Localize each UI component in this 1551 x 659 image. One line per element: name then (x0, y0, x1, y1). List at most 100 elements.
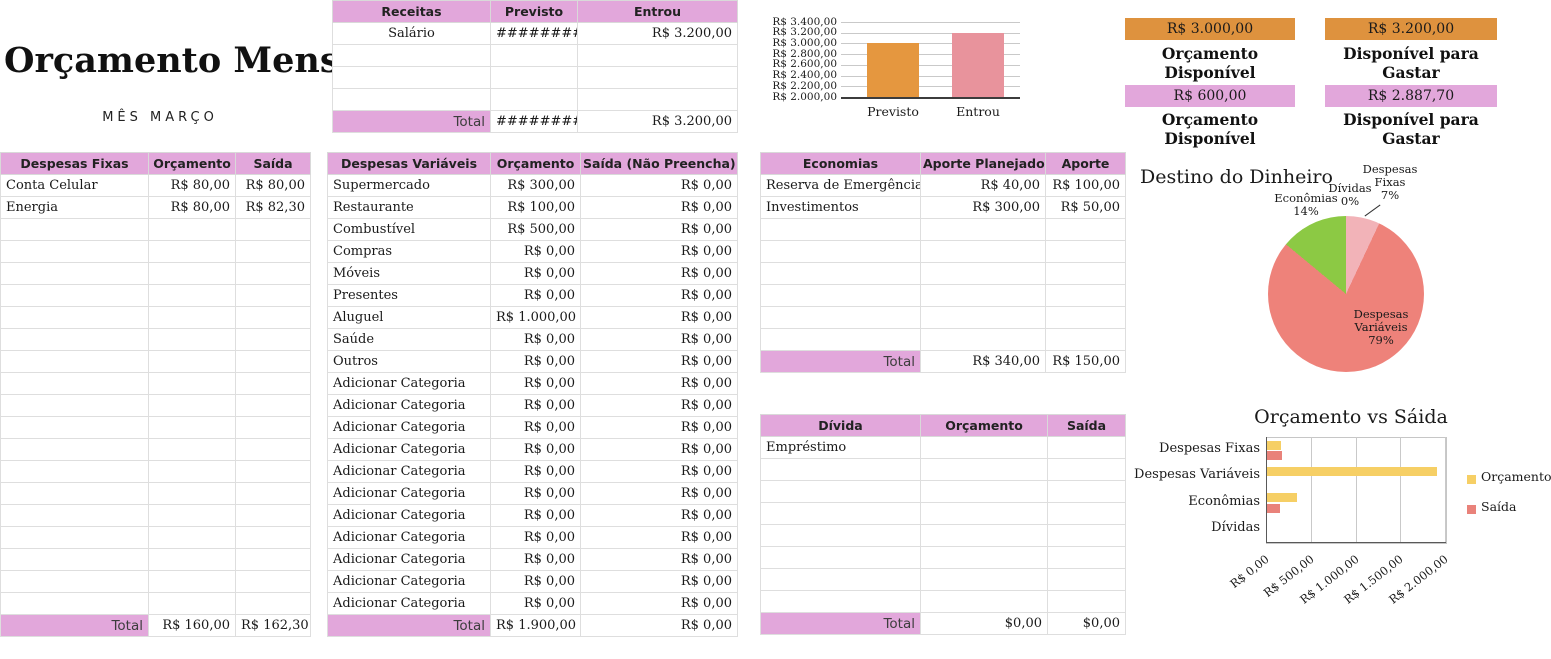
table-cell[interactable]: R$ 0,00 (490, 592, 581, 615)
table-cell[interactable] (1047, 568, 1126, 591)
receitas-table[interactable]: ReceitasPrevistoEntrouSalário#########R$… (332, 0, 738, 133)
table-cell[interactable] (0, 570, 149, 593)
total-cell[interactable]: R$ 160,00 (148, 614, 236, 637)
table-cell[interactable] (148, 504, 236, 527)
table-cell[interactable]: R$ 0,00 (580, 460, 738, 483)
total-label[interactable]: Total (0, 614, 149, 637)
table-cell[interactable]: R$ 0,00 (490, 394, 581, 417)
table-cell[interactable] (760, 502, 921, 525)
table-cell[interactable]: R$ 0,00 (580, 174, 738, 197)
column-header[interactable]: Aporte (1045, 152, 1126, 175)
column-header[interactable]: Receitas (332, 0, 491, 23)
table-cell[interactable]: Reserva de Emergência (760, 174, 921, 197)
table-cell[interactable]: R$ 300,00 (490, 174, 581, 197)
destino-dinheiro-pie-chart[interactable]: Destino do Dinheiro Despesas Fixas 7% Despe… (1130, 160, 1551, 400)
table-cell[interactable] (920, 480, 1048, 503)
table-cell[interactable] (920, 218, 1046, 241)
table-cell[interactable]: Adicionar Categoria (327, 416, 491, 439)
table-cell[interactable]: R$ 80,00 (235, 174, 311, 197)
table-cell[interactable] (760, 480, 921, 503)
table-cell[interactable]: R$ 500,00 (490, 218, 581, 241)
column-header[interactable]: Saída (1047, 414, 1126, 437)
table-cell[interactable] (148, 350, 236, 373)
table-cell[interactable] (235, 328, 311, 351)
table-cell[interactable] (0, 592, 149, 615)
table-cell[interactable]: Energia (0, 196, 149, 219)
table-cell[interactable] (920, 590, 1048, 613)
total-label[interactable]: Total (760, 350, 921, 373)
table-cell[interactable]: Adicionar Categoria (327, 394, 491, 417)
table-cell[interactable] (235, 460, 311, 483)
table-cell[interactable] (760, 524, 921, 547)
table-cell[interactable] (0, 526, 149, 549)
table-cell[interactable] (0, 328, 149, 351)
table-cell[interactable] (148, 372, 236, 395)
column-header[interactable]: Economias (760, 152, 921, 175)
table-cell[interactable]: R$ 3.200,00 (577, 22, 738, 45)
column-header[interactable]: Despesas Variáveis (327, 152, 491, 175)
table-cell[interactable] (920, 328, 1046, 351)
table-cell[interactable] (235, 416, 311, 439)
table-cell[interactable] (1045, 262, 1126, 285)
table-cell[interactable] (1047, 436, 1126, 459)
kpi-orcamento-disponivel-value[interactable]: R$ 3.000,00 (1125, 18, 1295, 40)
total-cell[interactable]: ######### (490, 110, 578, 133)
table-cell[interactable] (760, 306, 921, 329)
table-cell[interactable] (148, 240, 236, 263)
total-cell[interactable]: $0,00 (1047, 612, 1126, 635)
table-cell[interactable]: R$ 0,00 (580, 394, 738, 417)
table-cell[interactable]: R$ 0,00 (580, 504, 738, 527)
table-cell[interactable] (1047, 458, 1126, 481)
table-cell[interactable] (920, 502, 1048, 525)
table-cell[interactable]: R$ 0,00 (580, 196, 738, 219)
table-cell[interactable] (235, 548, 311, 571)
table-cell[interactable] (760, 546, 921, 569)
table-cell[interactable]: Aluguel (327, 306, 491, 329)
table-cell[interactable] (148, 438, 236, 461)
table-cell[interactable]: R$ 0,00 (490, 526, 581, 549)
table-cell[interactable]: Adicionar Categoria (327, 548, 491, 571)
table-cell[interactable] (148, 218, 236, 241)
table-cell[interactable] (148, 570, 236, 593)
table-cell[interactable]: R$ 0,00 (490, 570, 581, 593)
table-cell[interactable]: Adicionar Categoria (327, 482, 491, 505)
table-cell[interactable] (0, 416, 149, 439)
column-header[interactable]: Entrou (577, 0, 738, 23)
table-cell[interactable]: R$ 0,00 (580, 350, 738, 373)
table-cell[interactable]: R$ 1.000,00 (490, 306, 581, 329)
table-cell[interactable] (148, 526, 236, 549)
table-cell[interactable]: R$ 100,00 (1045, 174, 1126, 197)
table-cell[interactable] (577, 44, 738, 67)
column-header[interactable]: Orçamento (920, 414, 1048, 437)
column-header[interactable]: Previsto (490, 0, 578, 23)
table-cell[interactable]: Investimentos (760, 196, 921, 219)
table-cell[interactable] (577, 66, 738, 89)
table-cell[interactable]: Supermercado (327, 174, 491, 197)
table-cell[interactable] (235, 262, 311, 285)
table-cell[interactable]: Conta Celular (0, 174, 149, 197)
table-cell[interactable] (235, 218, 311, 241)
table-cell[interactable] (235, 284, 311, 307)
table-cell[interactable] (0, 262, 149, 285)
table-cell[interactable]: R$ 0,00 (580, 416, 738, 439)
table-cell[interactable]: R$ 0,00 (490, 372, 581, 395)
table-cell[interactable]: R$ 0,00 (490, 240, 581, 263)
table-cell[interactable] (760, 458, 921, 481)
table-cell[interactable] (920, 546, 1048, 569)
table-cell[interactable] (0, 460, 149, 483)
table-cell[interactable]: Adicionar Categoria (327, 460, 491, 483)
total-cell[interactable]: R$ 340,00 (920, 350, 1046, 373)
table-cell[interactable]: R$ 0,00 (490, 328, 581, 351)
table-cell[interactable] (760, 262, 921, 285)
table-cell[interactable] (577, 88, 738, 111)
table-cell[interactable]: R$ 82,30 (235, 196, 311, 219)
table-cell[interactable] (0, 372, 149, 395)
receitas-bar-chart[interactable]: R$ 3.400,00 R$ 3.200,00 R$ 3.000,00 R$ 2.80… (745, 10, 1035, 135)
table-cell[interactable]: Outros (327, 350, 491, 373)
table-cell[interactable] (0, 350, 149, 373)
table-cell[interactable] (920, 458, 1048, 481)
table-cell[interactable] (490, 88, 578, 111)
table-cell[interactable] (235, 372, 311, 395)
table-cell[interactable] (760, 284, 921, 307)
table-cell[interactable]: R$ 0,00 (580, 372, 738, 395)
